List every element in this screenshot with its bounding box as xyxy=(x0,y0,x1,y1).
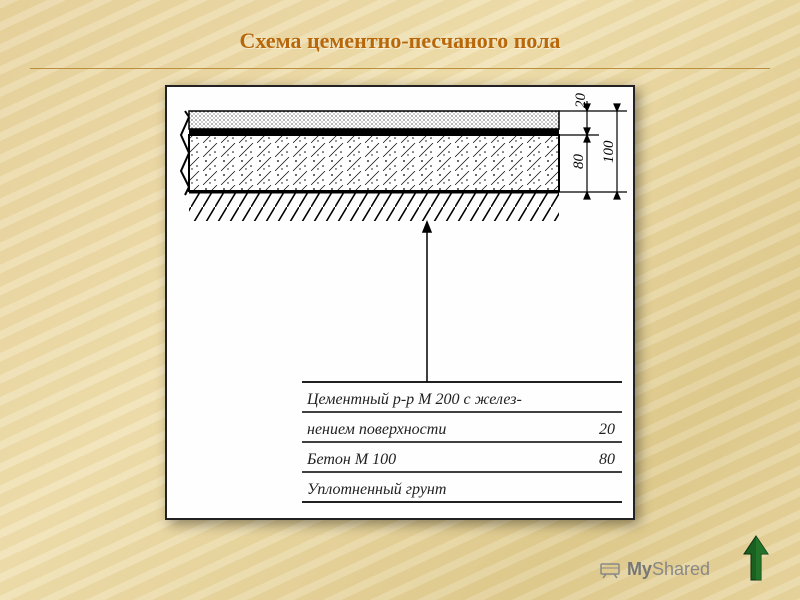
spec-row-1-right: 20 xyxy=(599,421,615,438)
nav-up-arrow[interactable] xyxy=(742,534,770,582)
dim-20: 20 xyxy=(573,93,589,109)
dim-80: 80 xyxy=(571,154,587,170)
page-title: Схема цементно-песчаного пола xyxy=(240,28,561,54)
spec-row-0-left: Цементный р-р М 200 с желез- xyxy=(306,391,522,408)
title-underline xyxy=(30,68,770,69)
cross-section xyxy=(181,111,559,221)
dim-100: 100 xyxy=(601,140,617,163)
spec-row-3-left: Уплотненный грунт xyxy=(307,481,446,498)
diagram-svg: 20 80 100 Цементный р-р М 200 с желез- н… xyxy=(167,87,637,522)
diagram-container: 20 80 100 Цементный р-р М 200 с желез- н… xyxy=(165,85,635,520)
spec-row-2-left: Бетон М 100 xyxy=(306,451,396,468)
spec-row-1-left: нением поверхности xyxy=(307,421,446,438)
footer-brand: MyShared xyxy=(599,559,710,580)
dimension-labels: 20 80 100 xyxy=(571,93,617,170)
spec-table: Цементный р-р М 200 с желез- нением пове… xyxy=(302,382,622,502)
leader-line xyxy=(423,222,431,382)
footer-text: MyShared xyxy=(627,559,710,580)
projector-icon xyxy=(599,561,621,579)
spec-row-2-right: 80 xyxy=(599,451,615,468)
